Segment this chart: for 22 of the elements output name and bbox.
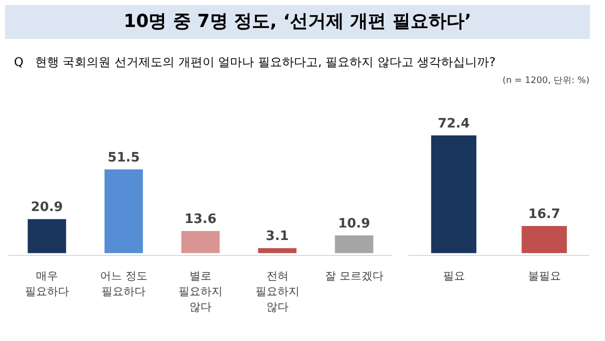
x-tick-label: 별로 필요하지 않다 [178,270,222,314]
x-tick-label: 잘 모르겠다 [324,270,384,282]
bar [104,169,143,254]
chart-subtitle: Q 현행 국회의원 선거제도의 개편이 얼마나 필요하다고, 필요하지 않다고 생각하십니까? [14,54,496,71]
chart-title: 10명 중 7명 정도, ‘선거제 개편 필요하다’ [5,5,590,39]
bar [181,231,220,254]
data-label: 10.9 [338,216,370,232]
x-tick-label: 필요 [442,270,465,282]
x-tick-label: 어느 정도 필요하다 [100,270,148,298]
bar [334,235,374,254]
bar [28,219,66,254]
data-label: 72.4 [438,116,470,132]
data-label: 20.9 [30,200,63,216]
text: (n = 1200, 단위: %) [502,76,590,86]
data-label: 51.5 [108,150,140,166]
data-label: 13.6 [184,212,217,228]
bar [258,248,296,254]
x-tick-label: 전혀 필요하지 않다 [255,270,300,314]
x-tick-label: 불필요 [528,270,561,282]
data-label: 16.7 [528,206,560,222]
data-label: 3.1 [266,229,289,244]
x-tick-label: 매우 필요하다 [24,270,69,298]
